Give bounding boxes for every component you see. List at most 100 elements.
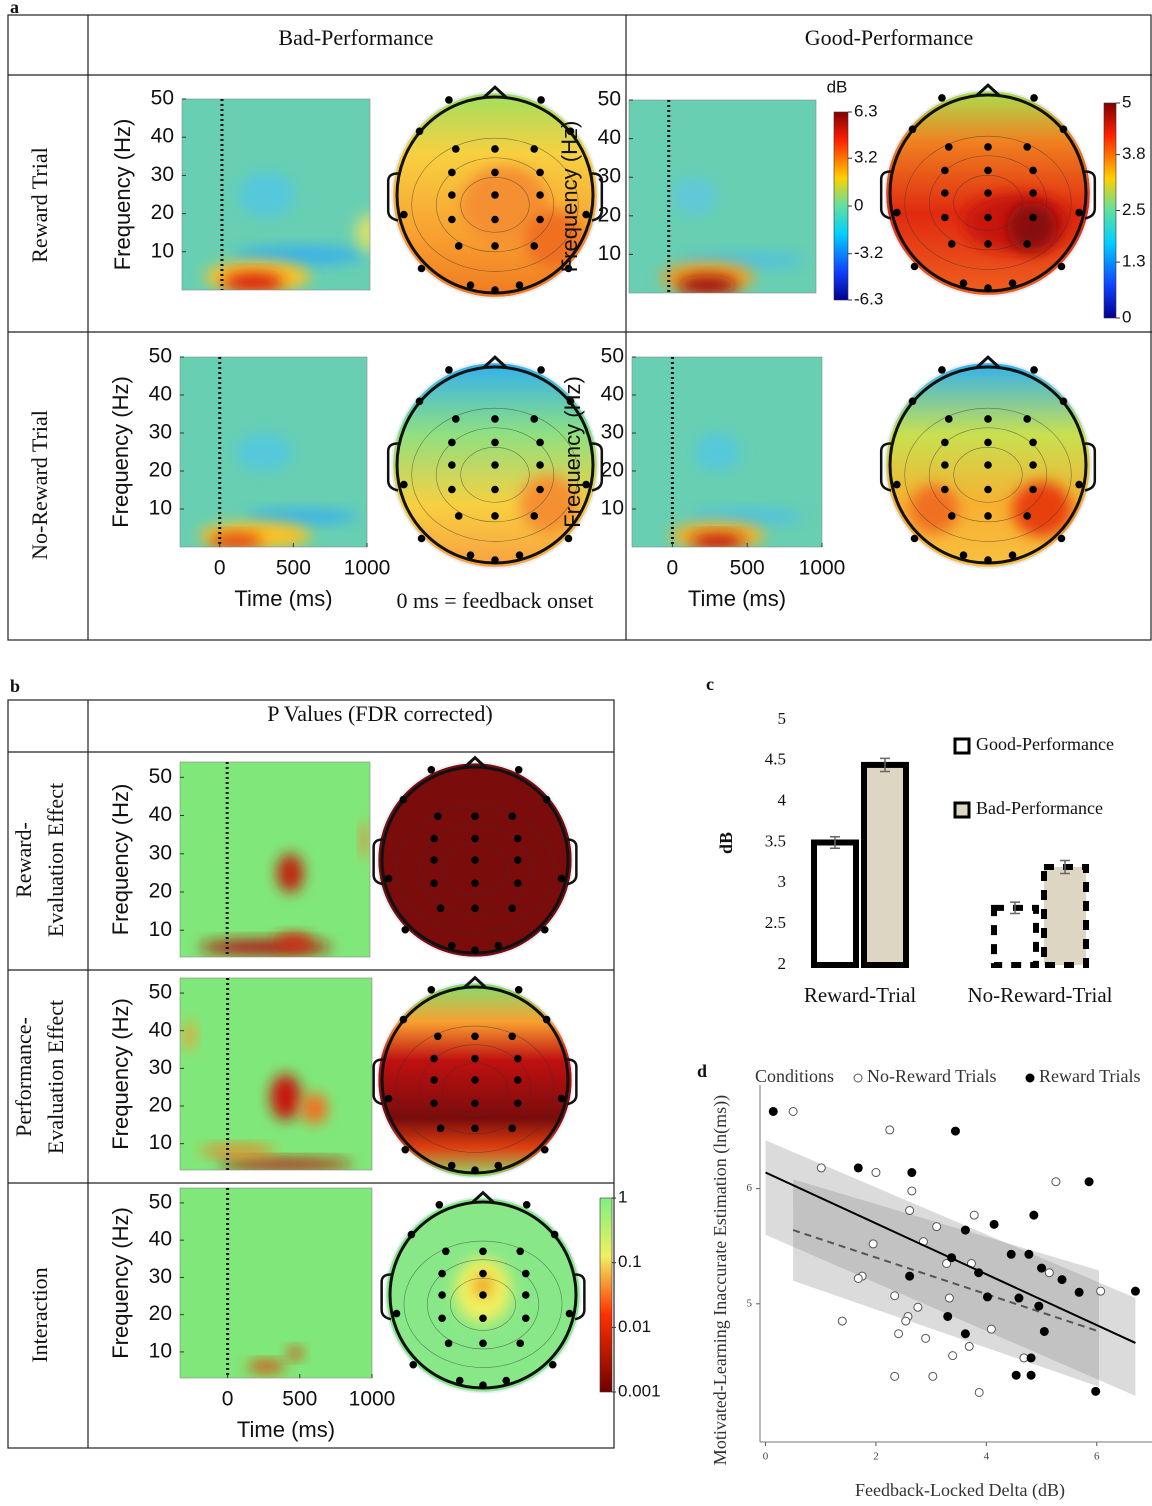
electrode — [445, 366, 453, 374]
electrode — [494, 1161, 503, 1170]
point — [942, 1259, 952, 1268]
y-tick-label: 40 — [151, 125, 174, 148]
topo-ear — [879, 170, 892, 220]
x-tick-label: No-Reward-Trial — [967, 983, 1112, 1007]
electrode — [491, 168, 499, 177]
electrode — [984, 189, 992, 197]
tf-blob — [275, 933, 313, 950]
electrode — [471, 946, 479, 955]
x-tick-label: 1000 — [799, 557, 846, 580]
tf-map — [180, 1188, 372, 1378]
tf-blob — [238, 171, 295, 218]
electrode — [491, 556, 499, 564]
error-bar — [1010, 901, 1020, 915]
electrode — [479, 1269, 487, 1278]
topo-contour — [418, 824, 532, 915]
electrode — [947, 240, 956, 248]
electrode — [436, 904, 445, 913]
electrode — [392, 1309, 401, 1318]
tf-blob — [677, 275, 738, 293]
electrode — [542, 1015, 551, 1024]
point — [913, 1302, 923, 1312]
tf-frame — [179, 761, 371, 958]
y-tick-label: 10 — [151, 239, 174, 262]
colorbar-tick-label: 3.8 — [1122, 144, 1146, 163]
tf-background — [180, 978, 372, 1170]
colorbar-tick-label: 6.3 — [854, 101, 878, 120]
electrode — [471, 1076, 479, 1084]
point — [1014, 1293, 1024, 1303]
point — [1044, 1268, 1054, 1278]
tf-frame — [179, 1187, 373, 1379]
colorbar-tick-label: 0.01 — [618, 1317, 651, 1336]
electrode — [566, 397, 575, 406]
tf-blob — [232, 246, 365, 266]
electrode — [941, 189, 949, 197]
electrode — [514, 985, 523, 994]
tf-blob — [236, 433, 293, 471]
x-axis-label: Time (ms) — [237, 1417, 335, 1442]
electrode — [1075, 208, 1083, 217]
electrode — [910, 262, 919, 271]
electrode — [508, 904, 516, 913]
electrode — [537, 96, 545, 104]
tf-background — [180, 762, 370, 957]
tf-blob — [223, 272, 284, 290]
electrode — [508, 1124, 516, 1133]
electrode — [491, 438, 499, 447]
point — [788, 1106, 798, 1116]
electrode — [430, 1076, 438, 1084]
legend-label: Bad-Performance — [976, 798, 1103, 818]
y-tick-label: 20 — [149, 1302, 172, 1325]
electrode — [444, 1339, 453, 1348]
electrode — [434, 1032, 442, 1041]
point — [1096, 1286, 1106, 1296]
tf-map — [632, 357, 822, 547]
topo-nose — [975, 83, 1001, 98]
x-tick-label: 500 — [276, 557, 311, 580]
electrode — [521, 1269, 530, 1278]
y-tick-label: 40 — [149, 1018, 172, 1041]
point — [1026, 1353, 1036, 1363]
point — [974, 1268, 984, 1278]
y-tick-label: 20 — [151, 201, 174, 224]
electrode — [442, 1247, 450, 1256]
y-tick-label: 10 — [598, 242, 621, 265]
panel-label: d — [697, 1061, 707, 1081]
tf-map — [180, 978, 372, 1170]
point — [1074, 1287, 1084, 1297]
electrode — [430, 1099, 438, 1108]
topo-contour — [426, 1259, 540, 1350]
y-axis-label: dB — [716, 832, 736, 854]
electrode — [513, 1054, 522, 1063]
tf-blob — [270, 1074, 301, 1121]
colorbar-tick-label: 5 — [1122, 92, 1131, 111]
topo-ear — [1084, 170, 1097, 220]
topo-blob — [1012, 481, 1072, 537]
y-tick-label: 30 — [149, 1265, 172, 1288]
electrode — [491, 215, 499, 224]
annotation: 0 ms = feedback onset — [397, 588, 594, 613]
x-axis-label: Feedback-Locked Delta (dB) — [855, 1480, 1065, 1501]
x-tick-label: 500 — [730, 557, 765, 580]
colorbar — [1103, 102, 1117, 319]
y-tick-label: 30 — [598, 165, 621, 188]
tf-frame — [631, 356, 823, 548]
electrode — [466, 281, 475, 289]
tf-blob — [360, 820, 369, 860]
point — [1026, 1370, 1036, 1380]
electrode — [530, 145, 538, 153]
point — [1051, 1177, 1061, 1187]
electrode — [466, 551, 475, 559]
tf-map — [182, 99, 370, 290]
electrode — [427, 765, 436, 774]
point — [816, 1163, 826, 1173]
electrode — [540, 925, 549, 934]
y-tick-label: 2 — [778, 954, 787, 973]
bar — [1041, 864, 1089, 968]
point — [969, 1210, 979, 1220]
colorbar — [833, 111, 849, 301]
y-tick-label: 40 — [149, 803, 172, 826]
electrode — [454, 242, 463, 250]
topo-contour — [460, 177, 530, 233]
